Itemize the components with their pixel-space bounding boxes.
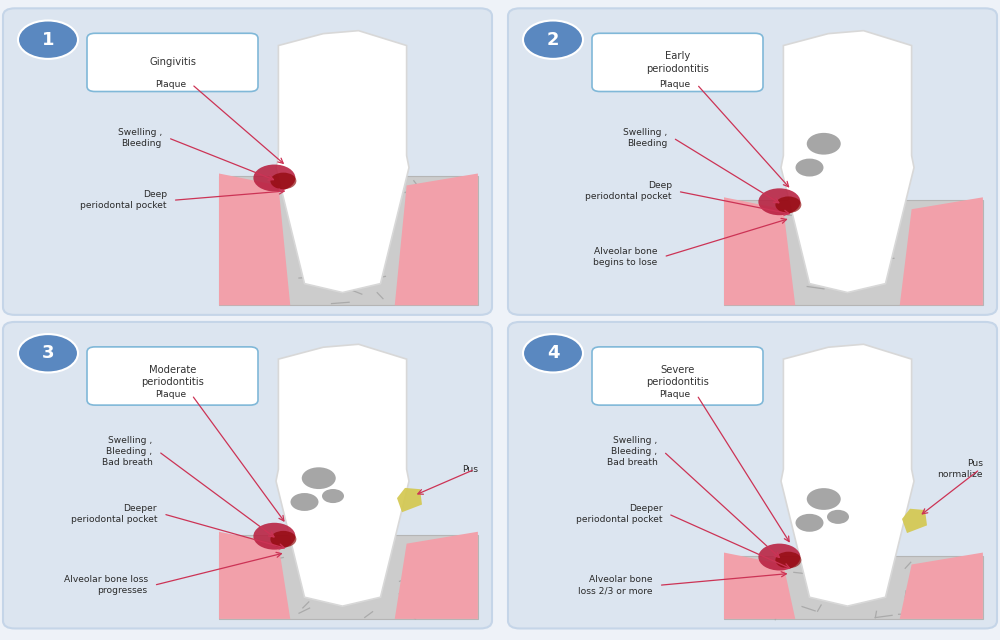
Circle shape — [807, 488, 841, 510]
Circle shape — [270, 173, 296, 189]
Text: Deeper
periodontal pocket: Deeper periodontal pocket — [576, 504, 662, 524]
Polygon shape — [781, 31, 914, 292]
Circle shape — [775, 196, 801, 213]
FancyBboxPatch shape — [592, 347, 763, 405]
Polygon shape — [900, 552, 983, 619]
FancyBboxPatch shape — [3, 8, 492, 315]
Text: Plaque: Plaque — [660, 390, 691, 399]
Text: Alveolar bone loss
progresses: Alveolar bone loss progresses — [64, 575, 148, 595]
Circle shape — [523, 334, 583, 372]
Text: Alveolar bone
begins to lose: Alveolar bone begins to lose — [593, 247, 658, 267]
FancyBboxPatch shape — [508, 322, 997, 628]
Polygon shape — [724, 197, 795, 305]
Circle shape — [18, 334, 78, 372]
Circle shape — [290, 493, 318, 511]
Circle shape — [253, 523, 295, 550]
Text: Early
periodontitis: Early periodontitis — [646, 51, 709, 74]
Circle shape — [253, 164, 295, 191]
Circle shape — [270, 531, 296, 547]
Polygon shape — [395, 173, 478, 305]
Polygon shape — [219, 177, 478, 305]
Circle shape — [758, 188, 800, 215]
Circle shape — [795, 159, 823, 177]
Text: Pus
normalize: Pus normalize — [937, 459, 983, 479]
Polygon shape — [219, 173, 290, 305]
Text: Alveolar bone
loss 2/3 or more: Alveolar bone loss 2/3 or more — [578, 575, 653, 595]
Text: Deep
periodontal pocket: Deep periodontal pocket — [80, 190, 167, 211]
FancyBboxPatch shape — [87, 347, 258, 405]
Circle shape — [807, 133, 841, 155]
FancyBboxPatch shape — [592, 33, 763, 92]
Text: Plaque: Plaque — [155, 80, 186, 89]
Circle shape — [758, 543, 800, 570]
Polygon shape — [724, 552, 795, 619]
Text: 4: 4 — [547, 344, 559, 362]
Text: Swelling ,
Bleeding: Swelling , Bleeding — [623, 128, 667, 148]
Text: 3: 3 — [42, 344, 54, 362]
Circle shape — [523, 20, 583, 59]
Polygon shape — [276, 344, 409, 606]
Circle shape — [18, 20, 78, 59]
Polygon shape — [724, 200, 983, 305]
Text: Plaque: Plaque — [660, 80, 691, 89]
Polygon shape — [276, 31, 409, 292]
FancyBboxPatch shape — [3, 322, 492, 628]
Text: Gingivitis: Gingivitis — [149, 58, 196, 67]
Polygon shape — [724, 556, 983, 619]
Circle shape — [302, 467, 336, 489]
FancyBboxPatch shape — [87, 33, 258, 92]
Polygon shape — [395, 532, 478, 619]
Text: Severe
periodontitis: Severe periodontitis — [646, 365, 709, 387]
Polygon shape — [781, 344, 914, 606]
Polygon shape — [219, 534, 478, 619]
Text: Deeper
periodontal pocket: Deeper periodontal pocket — [71, 504, 157, 524]
Polygon shape — [219, 532, 290, 619]
Polygon shape — [902, 509, 927, 533]
Text: Moderate
periodontitis: Moderate periodontitis — [141, 365, 204, 387]
Text: Swelling ,
Bleeding ,
Bad breath: Swelling , Bleeding , Bad breath — [607, 436, 658, 467]
Text: Pus: Pus — [462, 465, 478, 474]
Circle shape — [827, 510, 849, 524]
Text: Plaque: Plaque — [155, 390, 186, 399]
Circle shape — [775, 552, 801, 568]
Text: 2: 2 — [547, 31, 559, 49]
Polygon shape — [900, 197, 983, 305]
Polygon shape — [397, 488, 422, 512]
Text: Swelling ,
Bleeding ,
Bad breath: Swelling , Bleeding , Bad breath — [102, 436, 152, 467]
Text: Deep
periodontal pocket: Deep periodontal pocket — [585, 181, 672, 202]
Text: Swelling ,
Bleeding: Swelling , Bleeding — [118, 128, 162, 148]
Circle shape — [322, 489, 344, 503]
Text: 1: 1 — [42, 31, 54, 49]
Circle shape — [795, 514, 823, 532]
FancyBboxPatch shape — [508, 8, 997, 315]
